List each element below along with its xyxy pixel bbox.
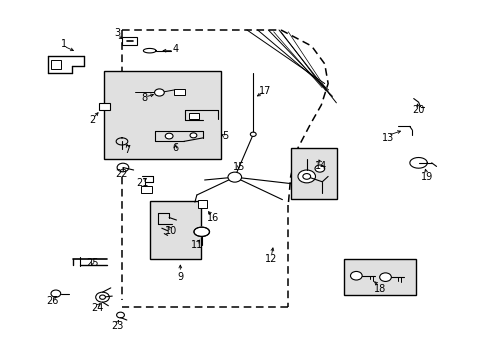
Text: 6: 6 — [172, 143, 178, 153]
Circle shape — [350, 271, 362, 280]
Bar — [99, 103, 110, 111]
Circle shape — [302, 174, 310, 179]
Circle shape — [116, 312, 124, 318]
Text: 15: 15 — [232, 162, 244, 172]
Bar — [104, 71, 221, 159]
Text: 2: 2 — [89, 115, 96, 125]
Polygon shape — [194, 227, 209, 237]
Circle shape — [250, 132, 256, 136]
Text: 23: 23 — [111, 321, 123, 331]
Text: 1: 1 — [61, 39, 66, 49]
Circle shape — [297, 170, 315, 183]
Text: 5: 5 — [222, 131, 228, 141]
Text: 16: 16 — [206, 212, 219, 222]
Circle shape — [154, 89, 164, 96]
Bar — [188, 113, 199, 119]
Circle shape — [117, 163, 128, 172]
Text: 17: 17 — [258, 86, 270, 96]
Text: 24: 24 — [91, 303, 103, 313]
Bar — [122, 37, 136, 45]
Bar — [344, 258, 415, 295]
Text: 3: 3 — [114, 28, 120, 38]
Circle shape — [100, 295, 105, 299]
Text: 20: 20 — [411, 105, 424, 115]
Text: 21: 21 — [136, 178, 148, 188]
Circle shape — [227, 172, 241, 182]
Text: 14: 14 — [315, 161, 327, 171]
Circle shape — [51, 290, 61, 297]
Text: 9: 9 — [177, 272, 183, 282]
Circle shape — [379, 273, 390, 282]
Bar — [51, 60, 61, 69]
Text: 19: 19 — [420, 172, 432, 182]
Text: 18: 18 — [373, 284, 385, 294]
Bar — [174, 89, 185, 95]
Circle shape — [165, 133, 173, 139]
Text: 22: 22 — [116, 168, 128, 179]
Circle shape — [190, 133, 197, 138]
Polygon shape — [143, 49, 156, 53]
Text: 10: 10 — [164, 226, 176, 236]
Bar — [149, 202, 201, 259]
Text: 12: 12 — [264, 253, 277, 264]
Bar — [198, 200, 206, 208]
Bar — [141, 186, 152, 193]
Circle shape — [314, 165, 324, 172]
Text: 11: 11 — [190, 240, 203, 250]
Text: 13: 13 — [381, 133, 393, 143]
Text: 25: 25 — [86, 258, 99, 268]
Text: 26: 26 — [46, 296, 59, 306]
Text: 4: 4 — [172, 44, 178, 54]
Text: 7: 7 — [124, 145, 131, 155]
Circle shape — [96, 292, 109, 302]
Bar — [290, 148, 336, 199]
Text: 8: 8 — [142, 93, 147, 103]
